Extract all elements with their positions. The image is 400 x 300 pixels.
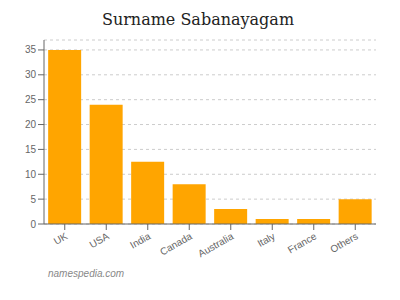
svg-text:India: India [128,230,153,251]
svg-text:Australia: Australia [196,230,236,259]
svg-text:25: 25 [25,94,37,105]
svg-text:Canada: Canada [158,230,194,257]
html-text:namespedia.com: namespedia.com [48,268,125,279]
html-text:Surname Sabanayagam: Surname Sabanayagam [101,10,295,29]
svg-text:USA: USA [87,230,111,250]
svg-text:Others: Others [328,230,359,255]
svg-text:Italy: Italy [255,230,276,249]
svg-text:10: 10 [25,169,37,180]
svg-text:0: 0 [30,219,36,230]
svg-text:35: 35 [25,44,37,55]
svg-text:30: 30 [25,69,37,80]
svg-text:UK: UK [52,230,70,247]
svg-text:15: 15 [25,144,37,155]
svg-text:5: 5 [30,194,36,205]
svg-text:20: 20 [25,119,37,130]
svg-text:France: France [286,230,319,255]
